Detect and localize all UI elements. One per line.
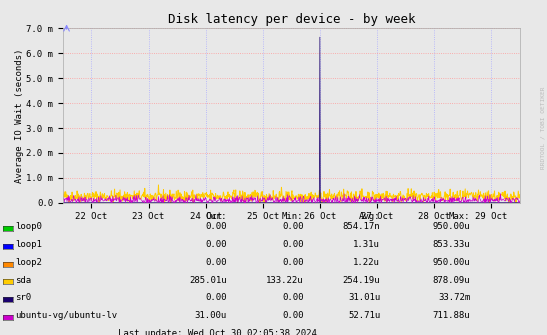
Text: 0.00: 0.00 xyxy=(206,258,227,267)
Text: 133.22u: 133.22u xyxy=(266,276,304,284)
Text: 31.00u: 31.00u xyxy=(195,311,227,320)
Text: ubuntu-vg/ubuntu-lv: ubuntu-vg/ubuntu-lv xyxy=(15,311,118,320)
Text: loop0: loop0 xyxy=(15,222,42,231)
Text: 950.00u: 950.00u xyxy=(433,222,470,231)
Text: 853.33u: 853.33u xyxy=(433,240,470,249)
Text: sr0: sr0 xyxy=(15,293,31,302)
Text: 0.00: 0.00 xyxy=(206,293,227,302)
Text: 1.22u: 1.22u xyxy=(353,258,380,267)
Text: 0.00: 0.00 xyxy=(206,222,227,231)
Text: 0.00: 0.00 xyxy=(282,240,304,249)
Text: Cur:: Cur: xyxy=(206,212,227,221)
Text: loop2: loop2 xyxy=(15,258,42,267)
Text: RRDTOOL / TOBI OETIKER: RRDTOOL / TOBI OETIKER xyxy=(541,86,546,169)
Text: 0.00: 0.00 xyxy=(282,311,304,320)
Title: Disk latency per device - by week: Disk latency per device - by week xyxy=(167,13,415,26)
Text: 0.00: 0.00 xyxy=(282,222,304,231)
Text: Max:: Max: xyxy=(449,212,470,221)
Text: 0.00: 0.00 xyxy=(282,258,304,267)
Text: 1.31u: 1.31u xyxy=(353,240,380,249)
Text: sda: sda xyxy=(15,276,31,284)
Text: 31.01u: 31.01u xyxy=(348,293,380,302)
Text: Min:: Min: xyxy=(282,212,304,221)
Text: loop1: loop1 xyxy=(15,240,42,249)
Text: Last update: Wed Oct 30 02:05:38 2024: Last update: Wed Oct 30 02:05:38 2024 xyxy=(118,329,317,335)
Text: 950.00u: 950.00u xyxy=(433,258,470,267)
Text: 254.19u: 254.19u xyxy=(342,276,380,284)
Text: Avg:: Avg: xyxy=(359,212,380,221)
Text: 52.71u: 52.71u xyxy=(348,311,380,320)
Text: 0.00: 0.00 xyxy=(282,293,304,302)
Text: 33.72m: 33.72m xyxy=(438,293,470,302)
Y-axis label: Average IO Wait (seconds): Average IO Wait (seconds) xyxy=(15,48,24,183)
Text: 285.01u: 285.01u xyxy=(189,276,227,284)
Text: 878.09u: 878.09u xyxy=(433,276,470,284)
Text: 0.00: 0.00 xyxy=(206,240,227,249)
Text: 854.17n: 854.17n xyxy=(342,222,380,231)
Text: 711.88u: 711.88u xyxy=(433,311,470,320)
